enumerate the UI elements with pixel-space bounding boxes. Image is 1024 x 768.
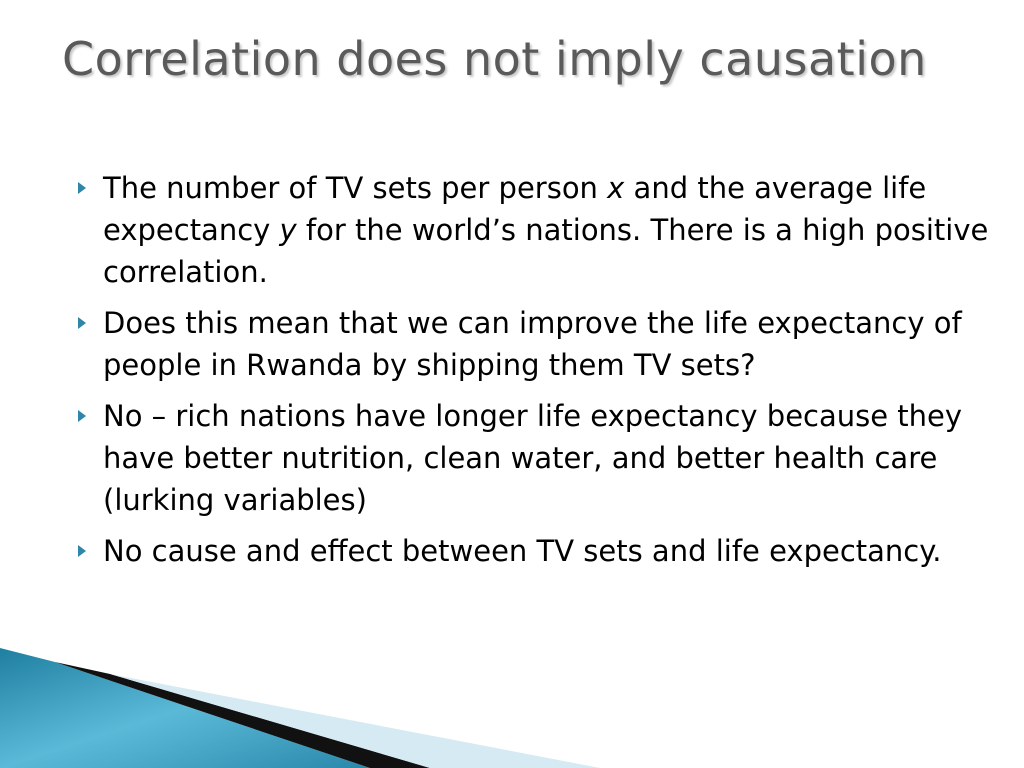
- blue-wedge: [0, 648, 370, 768]
- bullet: No cause and effect between TV sets and …: [78, 530, 993, 572]
- text: The number of TV sets per person: [103, 171, 608, 205]
- text: for the world’s nations. There is a high…: [103, 213, 989, 289]
- text: y: [279, 213, 297, 247]
- bullet: No – rich nations have longer life expec…: [78, 395, 993, 521]
- text: No cause and effect between TV sets and …: [103, 534, 942, 568]
- text: Does this mean that we can improve the l…: [103, 306, 962, 382]
- black-stripe: [55, 662, 430, 768]
- bullet: Does this mean that we can improve the l…: [78, 302, 993, 386]
- title: Correlation does not imply causation: [62, 32, 927, 86]
- text: No – rich nations have longer life expec…: [103, 399, 963, 517]
- text: and the average life expectancy: [103, 171, 927, 247]
- bullet-list: The number of TV sets per person x and t…: [78, 167, 993, 581]
- bullet: The number of TV sets per person x and t…: [78, 167, 993, 293]
- light-stripe: [110, 674, 600, 768]
- text: x: [607, 171, 625, 205]
